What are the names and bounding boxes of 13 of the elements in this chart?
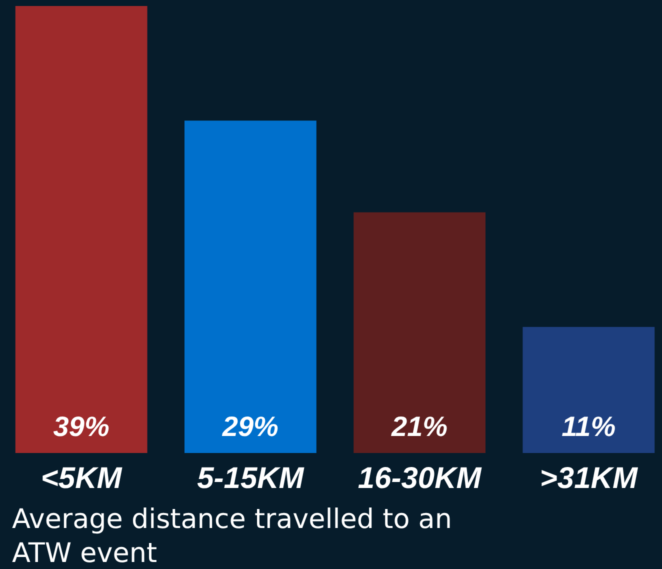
x-tick-label: <5KM: [40, 462, 123, 495]
x-tick-label: 16-30KM: [358, 462, 482, 495]
data-label: 21%: [390, 411, 448, 442]
x-tick-label: >31KM: [540, 462, 638, 495]
text: Average distance travelled to an ATW event: [12, 504, 452, 569]
bar: [184, 120, 316, 453]
data-label: 11%: [562, 411, 616, 442]
data-label: 29%: [221, 411, 279, 442]
x-tick-label: 5-15KM: [197, 462, 305, 495]
bar: [354, 212, 486, 453]
bar: [522, 326, 655, 453]
data-label: 39%: [53, 411, 110, 442]
bar: [15, 6, 148, 453]
